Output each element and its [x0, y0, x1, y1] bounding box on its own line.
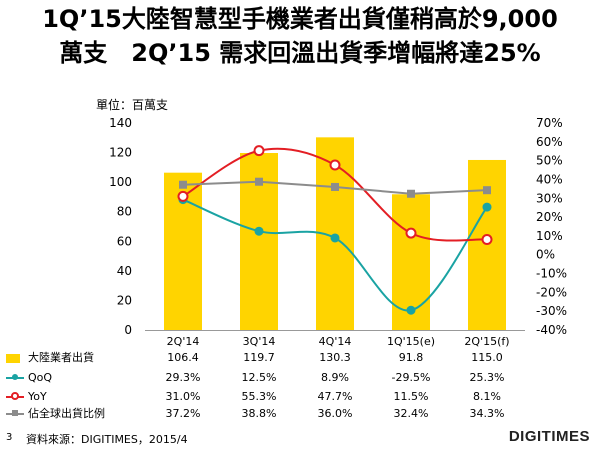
slide-number: 3 [6, 432, 13, 443]
qoq-value: -29.5% [391, 371, 431, 384]
yoy-value: 47.7% [317, 390, 353, 403]
right-axis-tick-label: 10% [536, 229, 563, 243]
qoq-point-5 [482, 202, 492, 212]
right-axis-tick-label: -20% [536, 285, 567, 299]
right-axis-tick-label: 70% [536, 116, 563, 130]
share-point-4 [407, 189, 415, 198]
right-axis-tick-label: 0% [536, 248, 555, 262]
left-axis-tick-label: 40 [117, 264, 132, 278]
slide-title-line2: 萬支 2Q’15 需求回溫出貨季增幅將達25% [59, 39, 541, 67]
yoy-value: 31.0% [165, 390, 201, 403]
source-note: 資料來源：DIGITIMES，2015/4 [26, 433, 188, 446]
legend-label-share: 佔全球出貨比例 [28, 407, 105, 420]
qoq-point-2 [254, 226, 264, 236]
left-axis-tick-label: 0 [124, 323, 132, 337]
left-axis-tick-label: 80 [117, 205, 132, 219]
qoq-value: 29.3% [165, 371, 201, 384]
category-label: 4Q'14 [318, 335, 352, 348]
shipments-value: 106.4 [167, 351, 199, 364]
legend-marker-yoy [11, 392, 19, 400]
share-point-5 [483, 186, 491, 195]
share-value: 38.8% [241, 407, 277, 420]
yoy-point-2 [253, 145, 265, 157]
right-axis-tick-label: 20% [536, 210, 563, 224]
shipments-value: 119.7 [243, 351, 275, 364]
right-axis-tick-label: 40% [536, 172, 563, 186]
table-category-row: 2Q'14 3Q'14 4Q'14 1Q'15(e) 2Q'15(f) [0, 334, 600, 350]
category-label: 1Q'15(e) [386, 335, 436, 348]
left-axis-tick-label: 140 [109, 116, 132, 130]
yoy-value: 11.5% [393, 390, 429, 403]
qoq-point-3 [330, 233, 340, 243]
legend-marker-share [12, 410, 18, 416]
share-value: 37.2% [165, 407, 201, 420]
yoy-point-4 [405, 227, 417, 239]
legend-swatch-shipments [6, 354, 20, 363]
digitimes-logo: DIGITIMES [508, 428, 590, 445]
shipments-value: 91.8 [398, 351, 424, 364]
right-axis-tick-label: 60% [536, 135, 563, 149]
qoq-value: 25.3% [469, 371, 505, 384]
legend-marker-qoq [12, 374, 18, 380]
qoq-point-4 [406, 305, 416, 315]
qoq-value: 12.5% [241, 371, 277, 384]
share-value: 36.0% [317, 407, 353, 420]
left-axis-tick-label: 60 [117, 234, 132, 248]
table-row-yoy: YoY 31.0% 55.3% 47.7% 11.5% 8.1% [0, 389, 600, 405]
qoq-line [182, 198, 488, 312]
qoq-value: 8.9% [321, 371, 349, 384]
table-row-qoq: QoQ 29.3% 12.5% 8.9% -29.5% 25.3% [0, 370, 600, 386]
unit-label: 單位：百萬支 [96, 98, 169, 112]
share-value: 34.3% [469, 407, 505, 420]
left-axis-tick-label: 20 [117, 293, 132, 307]
shipments-value: 115.0 [471, 351, 503, 364]
legend-label-shipments: 大陸業者出貨 [28, 351, 94, 364]
share-point-2 [255, 177, 263, 186]
yoy-point-5 [481, 233, 493, 245]
legend-label-yoy: YoY [28, 390, 47, 403]
yoy-value: 55.3% [241, 390, 277, 403]
yoy-point-3 [329, 159, 341, 171]
yoy-point-1 [177, 190, 189, 202]
category-label: 3Q'14 [242, 335, 276, 348]
category-label: 2Q'15(f) [464, 335, 510, 348]
right-axis-tick-label: 30% [536, 191, 563, 205]
share-point-3 [331, 182, 339, 191]
category-label: 2Q'14 [166, 335, 200, 348]
shipments-value: 130.3 [319, 351, 351, 364]
share-point-1 [179, 180, 187, 189]
left-axis-tick-label: 100 [109, 175, 132, 189]
legend-label-qoq: QoQ [28, 371, 53, 384]
slide-title-line1: 1Q’15大陸智慧型手機業者出貨僅稍高於9,000 [42, 5, 558, 33]
right-axis-tick-label: 50% [536, 154, 563, 168]
table-row-share: 佔全球出貨比例 37.2% 38.8% 36.0% 32.4% 34.3% [0, 406, 600, 422]
right-axis-tick-label: -30% [536, 304, 567, 318]
table-row-shipments: 大陸業者出貨 106.4 119.7 130.3 91.8 115.0 [0, 350, 600, 366]
share-value: 32.4% [393, 407, 429, 420]
right-axis-tick-label: -10% [536, 267, 567, 281]
right-axis-tick-label: -40% [536, 323, 567, 337]
left-axis-tick-label: 120 [109, 146, 132, 160]
yoy-value: 8.1% [473, 390, 501, 403]
